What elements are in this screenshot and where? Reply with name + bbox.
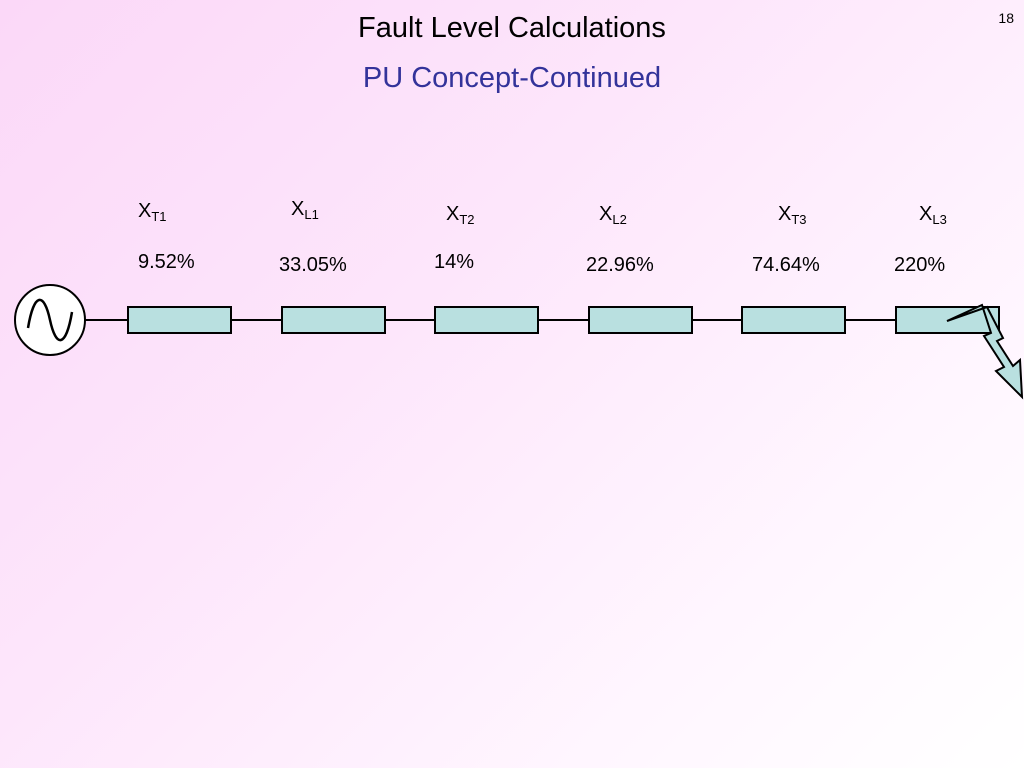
- page-title: Fault Level Calculations: [358, 12, 666, 44]
- impedance-block-xt1: [127, 306, 232, 334]
- value-xl2: 22.96%: [586, 254, 654, 276]
- label-xl3: XL3: [919, 203, 947, 227]
- value-xl1: 33.05%: [279, 254, 347, 276]
- label-xt3: XT3: [778, 203, 807, 227]
- impedance-block-xt2: [434, 306, 539, 334]
- label-xl2: XL2: [599, 203, 627, 227]
- label-xl1: XL1: [291, 198, 319, 222]
- page-number: 18: [998, 10, 1014, 26]
- impedance-block-xt3: [741, 306, 846, 334]
- label-xt2: XT2: [446, 203, 475, 227]
- value-xl3: 220%: [894, 254, 946, 276]
- ac-source-icon: [14, 284, 86, 356]
- page-subtitle: PU Concept-Continued: [362, 62, 662, 94]
- impedance-block-xl2: [588, 306, 693, 334]
- value-xt3: 74.64%: [752, 254, 820, 276]
- value-xt2: 14%: [434, 251, 475, 273]
- impedance-block-xl1: [281, 306, 386, 334]
- value-xt1: 9.52%: [138, 251, 195, 273]
- label-xt1: XT1: [138, 200, 167, 224]
- lightning-fault-icon: [946, 303, 1024, 400]
